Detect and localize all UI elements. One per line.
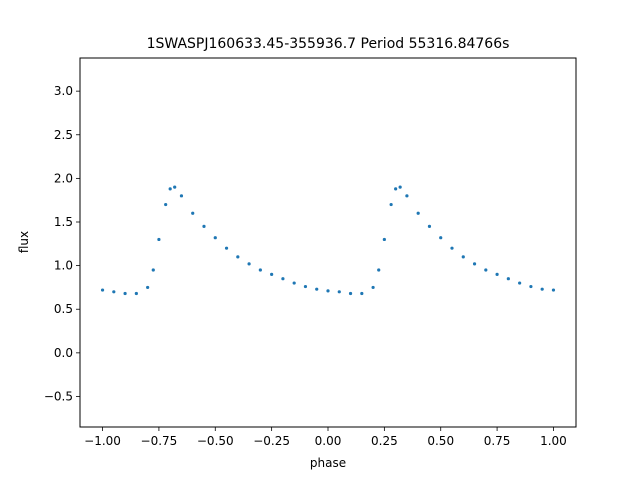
data-point — [281, 277, 285, 281]
y-tick-label: 1.0 — [54, 259, 73, 273]
data-point — [247, 262, 251, 266]
data-points — [100, 185, 556, 296]
x-tick-label: 0.25 — [371, 434, 398, 448]
y-tick-label: 1.5 — [54, 215, 73, 229]
data-point — [326, 289, 330, 293]
data-point — [450, 246, 454, 250]
data-point — [382, 237, 386, 242]
data-point — [416, 211, 420, 215]
data-point — [179, 194, 184, 198]
x-tick-label: −1.00 — [84, 434, 121, 448]
data-point — [551, 288, 556, 292]
data-point — [472, 262, 477, 266]
data-point — [157, 237, 161, 242]
y-tick-label: 2.0 — [54, 171, 73, 185]
data-point — [518, 281, 522, 285]
data-point — [360, 291, 364, 296]
data-point — [191, 211, 195, 215]
y-tick-label: 0.5 — [54, 302, 73, 316]
data-point — [213, 236, 217, 240]
data-point — [484, 268, 488, 272]
x-tick-label: −0.75 — [141, 434, 178, 448]
data-point — [315, 287, 319, 291]
data-point — [173, 185, 177, 189]
x-tick-label: 0.75 — [484, 434, 511, 448]
data-point — [348, 291, 353, 296]
data-point — [506, 277, 510, 281]
data-point — [146, 285, 150, 290]
data-point — [398, 185, 402, 189]
x-tick-label: −0.50 — [197, 434, 234, 448]
y-tick-label: 2.5 — [54, 128, 73, 142]
data-point — [389, 202, 393, 207]
data-point — [134, 291, 138, 296]
chart-title: 1SWASPJ160633.45-355936.7 Period 55316.8… — [147, 36, 510, 52]
data-point — [292, 281, 296, 285]
data-point — [371, 285, 375, 290]
data-point — [461, 255, 465, 259]
data-point — [394, 187, 398, 191]
y-axis-ticks: −0.5 0.0 0.5 1.0 1.5 2.0 2.5 3.0 — [44, 84, 80, 403]
data-point — [112, 290, 116, 294]
data-point — [236, 255, 240, 259]
data-point — [224, 246, 229, 250]
x-tick-label: 0.00 — [315, 434, 342, 448]
data-point — [100, 288, 105, 292]
data-point — [529, 284, 533, 289]
data-point — [439, 236, 443, 240]
x-tick-label: 0.50 — [427, 434, 454, 448]
data-point — [151, 268, 155, 272]
data-point — [540, 287, 544, 291]
data-point — [405, 194, 409, 198]
data-point — [495, 272, 499, 276]
plot-area-frame — [79, 57, 577, 428]
data-point — [303, 284, 308, 289]
x-tick-label: −0.25 — [253, 434, 290, 448]
x-tick-label: 1.00 — [540, 434, 567, 448]
y-tick-label: 3.0 — [54, 84, 73, 98]
y-tick-label: 0.0 — [54, 346, 73, 360]
data-point — [270, 272, 274, 276]
data-point — [168, 187, 172, 191]
data-point — [377, 268, 381, 272]
y-tick-label: −0.5 — [44, 389, 73, 403]
data-point — [164, 202, 168, 207]
data-point — [123, 291, 127, 296]
y-axis-label: flux — [17, 231, 31, 253]
x-axis-ticks: −1.00 −0.75 −0.50 −0.25 0.00 0.25 0.50 0.75 1.00 — [84, 427, 567, 448]
data-point — [337, 290, 341, 294]
data-point — [258, 268, 262, 272]
x-axis-label: phase — [310, 456, 346, 470]
data-point — [427, 224, 432, 228]
data-point — [202, 224, 206, 228]
